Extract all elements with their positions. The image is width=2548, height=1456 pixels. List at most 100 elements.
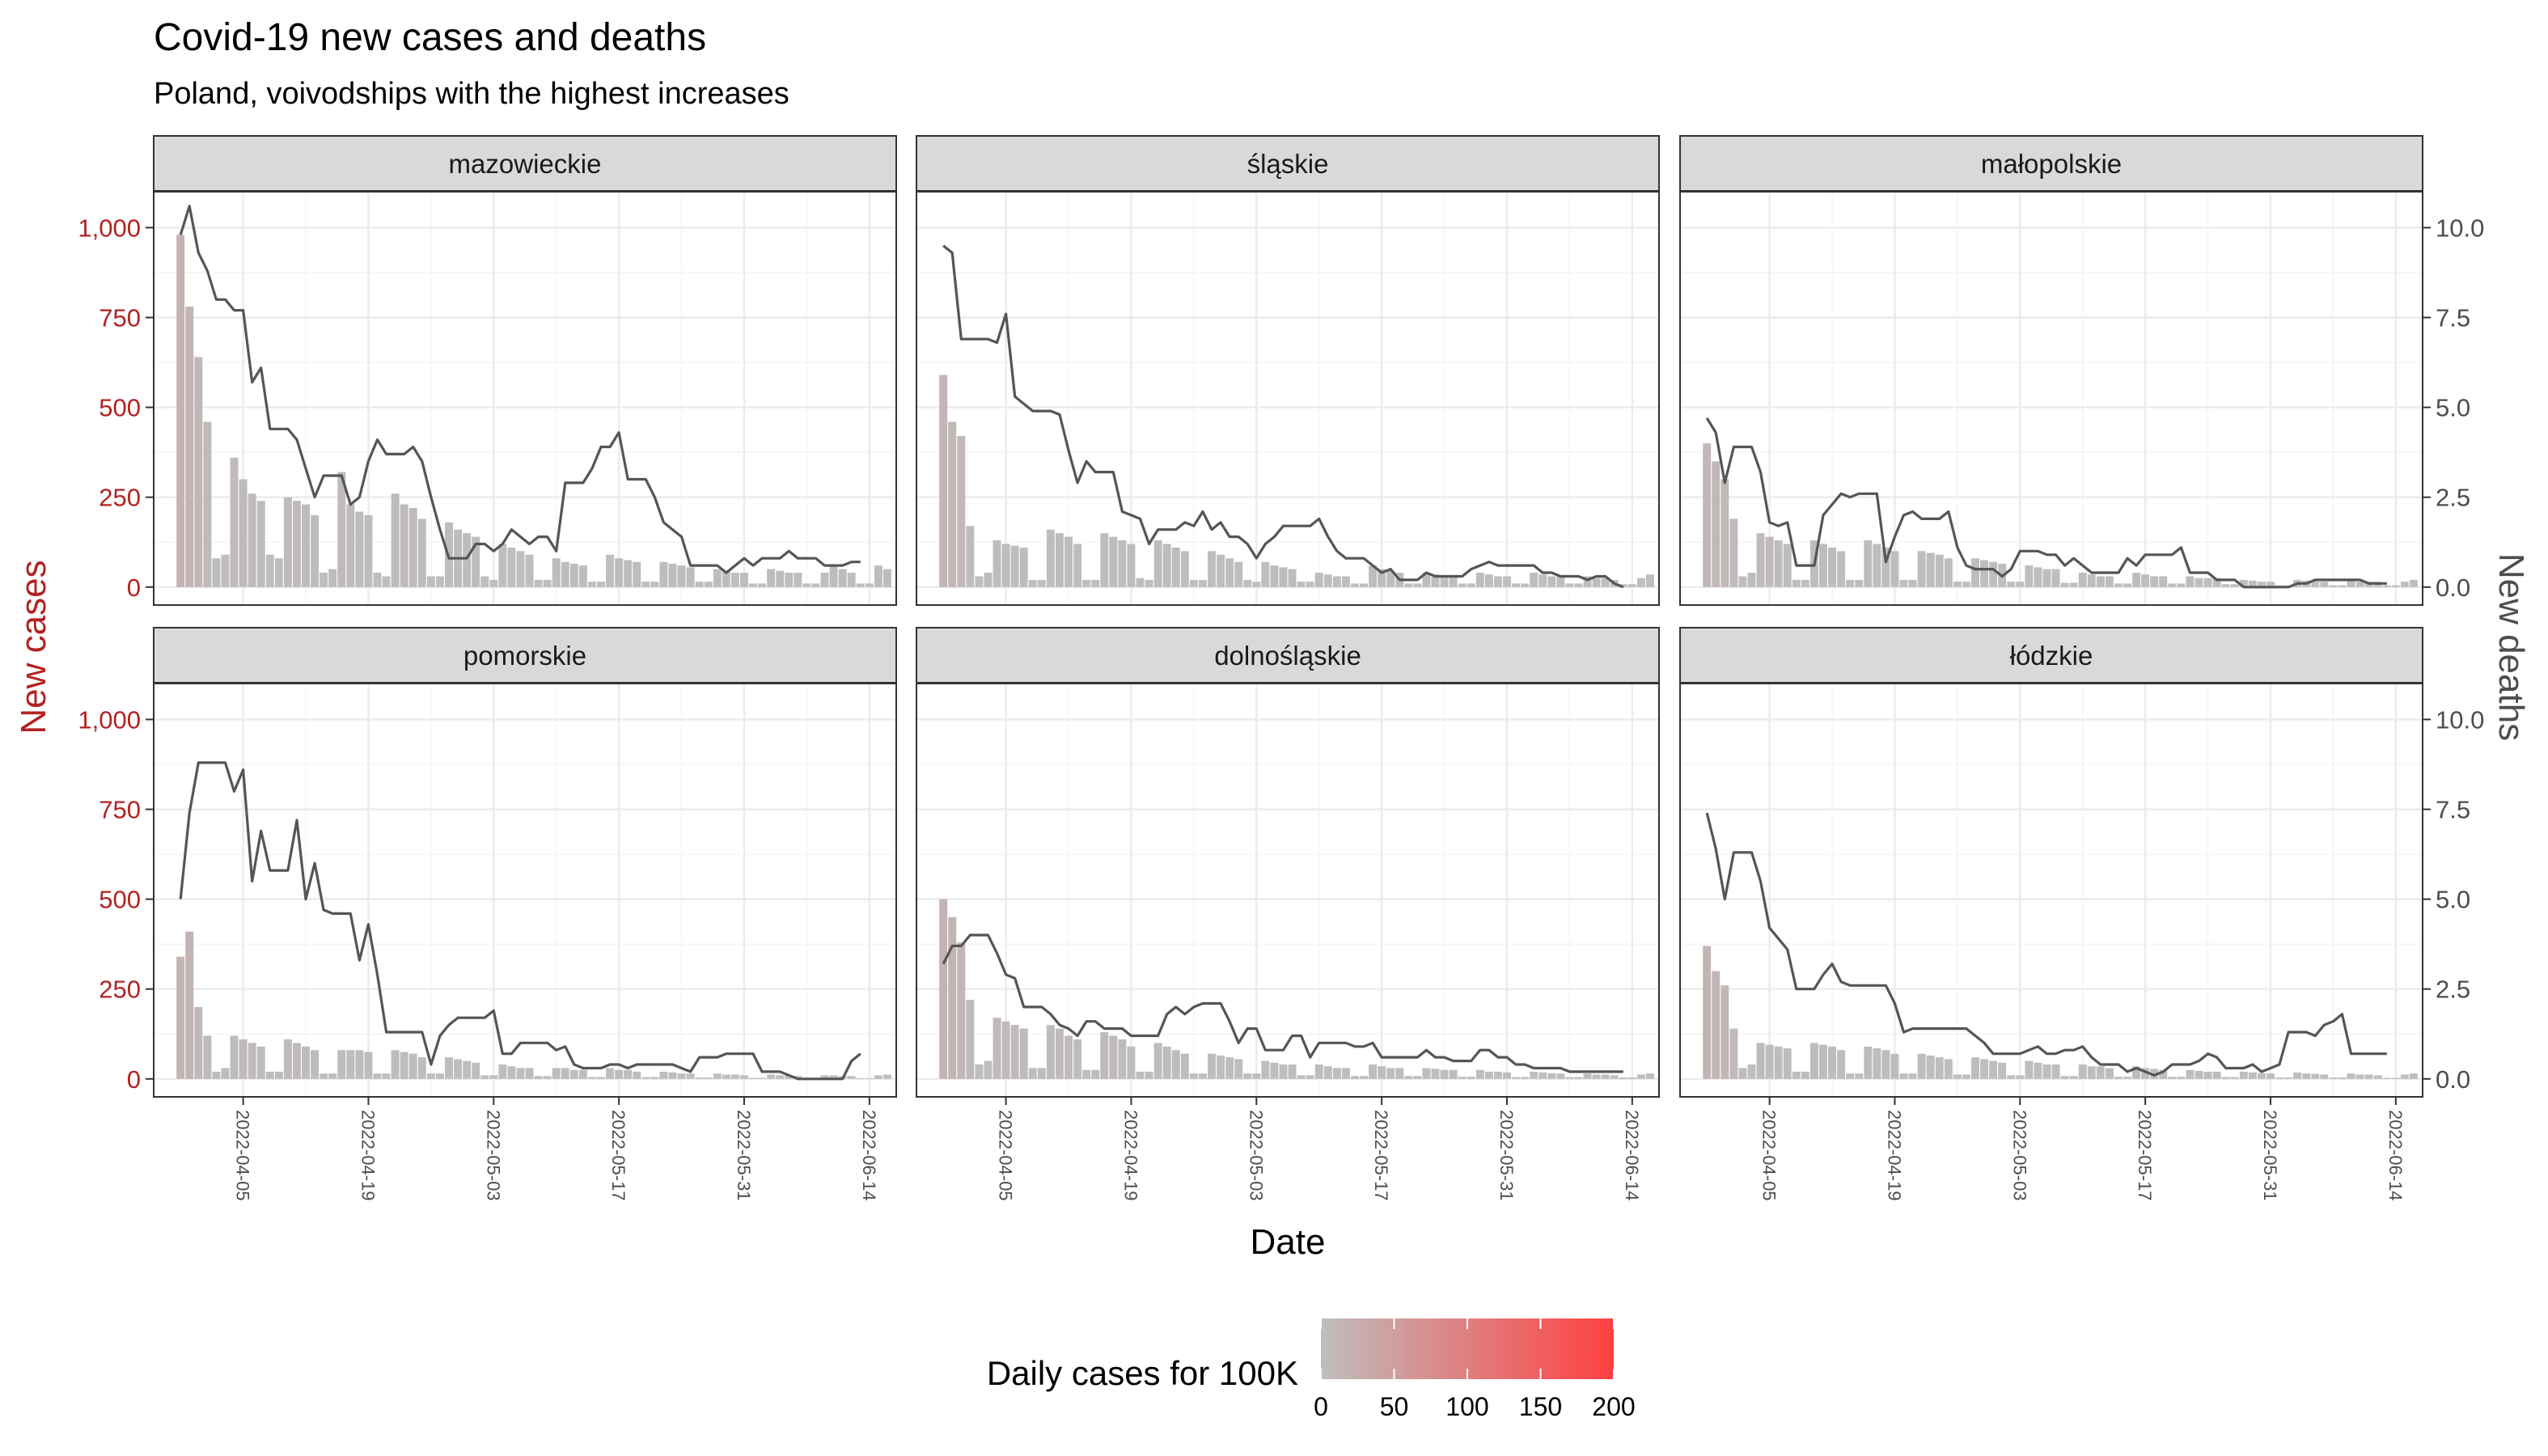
x-tick-label: 2022-06-14 xyxy=(1622,1110,1642,1201)
cases-bar xyxy=(2177,1077,2186,1079)
cases-bar xyxy=(1899,579,1908,587)
cases-bar xyxy=(948,916,957,1079)
cases-bar xyxy=(1458,583,1467,587)
panel-background xyxy=(1680,192,2423,605)
cases-bar xyxy=(1962,1074,1970,1079)
cases-bar xyxy=(1756,1043,1765,1079)
cases-bar xyxy=(2150,1069,2159,1079)
y-tick-label-right: 7.5 xyxy=(2436,796,2470,824)
cases-bar xyxy=(2239,579,2248,587)
cases-bar xyxy=(2051,569,2060,587)
cases-bar xyxy=(552,558,561,587)
cases-bar xyxy=(283,1039,292,1079)
cases-bar xyxy=(507,1066,516,1079)
cases-bar xyxy=(1413,583,1422,587)
cases-bar xyxy=(1521,583,1530,587)
cases-bar xyxy=(230,457,239,587)
y-axis-title-left: New cases xyxy=(14,560,53,734)
cases-bar xyxy=(2168,1077,2177,1079)
cases-bar xyxy=(1721,479,1729,587)
cases-bar xyxy=(1145,1071,1153,1079)
facet-strip-label: mazowieckie xyxy=(449,149,602,179)
cases-bar xyxy=(283,497,292,587)
cases-bar xyxy=(221,554,230,587)
y-tick-label-right: 0.0 xyxy=(2436,1065,2470,1094)
deaths-line xyxy=(179,205,861,574)
cases-bar xyxy=(1855,1073,1864,1079)
cases-bar xyxy=(2391,585,2400,587)
panel-border xyxy=(153,683,897,1098)
cases-bar xyxy=(364,1052,373,1079)
cases-bar xyxy=(713,1073,722,1079)
cases-bar xyxy=(957,942,966,1079)
cases-bar xyxy=(1890,1053,1899,1079)
cases-bar xyxy=(2141,1068,2150,1079)
cases-bar xyxy=(587,1077,596,1079)
cases-bar xyxy=(1539,1072,1547,1079)
cases-bar xyxy=(1502,1072,1511,1079)
cases-bar xyxy=(1109,536,1118,587)
cases-bar xyxy=(2114,583,2123,587)
panel-background xyxy=(916,192,1659,605)
cases-bar xyxy=(1350,583,1359,587)
cases-bar xyxy=(221,1068,230,1079)
gridlines xyxy=(916,192,1659,605)
panel-border xyxy=(916,683,1660,1098)
cases-bar xyxy=(2230,1077,2239,1079)
cases-bar xyxy=(1217,554,1225,587)
cases-bar xyxy=(1484,574,1493,587)
cases-bar xyxy=(525,554,534,587)
cases-bar xyxy=(1350,1076,1359,1079)
x-tick-label: 2022-06-14 xyxy=(859,1110,879,1201)
cases-bar xyxy=(606,1068,615,1079)
cases-bar xyxy=(1493,576,1502,587)
cases-bar xyxy=(1208,1053,1216,1079)
cases-bar xyxy=(704,582,713,587)
cases-bar xyxy=(1747,573,1756,587)
cases-bar xyxy=(2320,1074,2329,1079)
cases-bar xyxy=(1180,1053,1189,1079)
cases-bar xyxy=(1565,1077,1574,1079)
cases-bar xyxy=(1765,536,1774,587)
x-tick-label: 2022-04-19 xyxy=(358,1110,378,1201)
cases-bar xyxy=(820,1075,829,1079)
cases-bar xyxy=(1881,1050,1890,1079)
chart-title: Covid-19 new cases and deaths xyxy=(154,16,706,59)
cases-bar xyxy=(302,1046,311,1079)
cases-bar xyxy=(1404,583,1413,587)
cases-bar xyxy=(328,1073,337,1079)
deaths-line xyxy=(1705,417,2387,589)
y-tick-label-left: 500 xyxy=(99,886,141,914)
cases-bar xyxy=(1082,1069,1091,1079)
cases-bar xyxy=(1171,1050,1180,1079)
cases-bar xyxy=(1019,1028,1028,1079)
y-tick-label-right: 0.0 xyxy=(2436,574,2470,602)
cases-bar xyxy=(749,1077,758,1079)
cases-bar xyxy=(2087,1066,2096,1079)
cases-bar xyxy=(1440,576,1449,587)
cases-bar xyxy=(373,573,382,587)
cases-bar xyxy=(1873,544,1881,587)
cases-bar xyxy=(2400,1074,2409,1079)
cases-bar xyxy=(829,565,838,587)
cases-bar xyxy=(2123,583,2131,587)
cases-bar xyxy=(1297,582,1306,587)
cases-bar xyxy=(767,1074,776,1079)
cases-bar xyxy=(194,1006,203,1079)
cases-bar xyxy=(2293,1072,2302,1079)
cases-bar xyxy=(1818,1044,1827,1079)
cases-bar xyxy=(677,565,686,587)
cases-bar xyxy=(633,1071,641,1079)
cases-bar xyxy=(641,1077,650,1079)
cases-bar xyxy=(1171,547,1180,587)
cases-bar xyxy=(1189,579,1198,587)
cases-bar xyxy=(1422,573,1431,587)
cases-bar xyxy=(2400,582,2409,587)
cases-bar xyxy=(2132,1066,2141,1079)
cases-bar xyxy=(463,1060,472,1079)
cases-bar xyxy=(1306,1075,1314,1079)
cases-bar xyxy=(1431,574,1440,587)
cases-bar xyxy=(355,1050,364,1079)
facet-panel: dolnośląskie 2022-04-05 2022-04-19 2022-05-… xyxy=(916,627,1660,1201)
cases-bar xyxy=(713,569,722,587)
